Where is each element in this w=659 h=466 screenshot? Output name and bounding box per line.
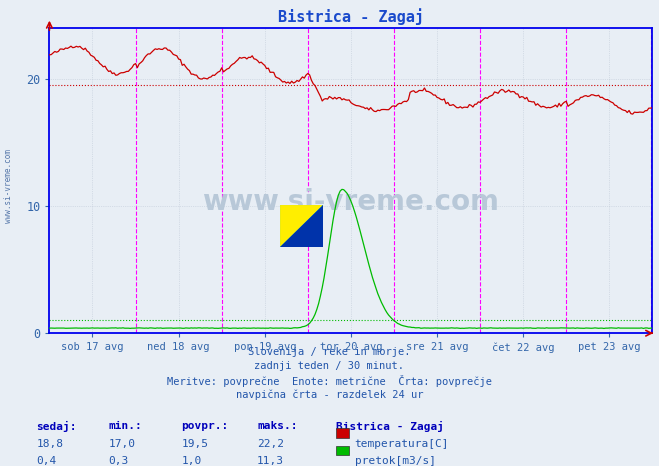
Text: min.:: min.:	[109, 421, 142, 431]
Polygon shape	[280, 205, 323, 247]
Text: 19,5: 19,5	[181, 439, 208, 448]
Text: povpr.:: povpr.:	[181, 421, 229, 431]
Text: 17,0: 17,0	[109, 439, 136, 448]
Text: Meritve: povprečne  Enote: metrične  Črta: povprečje: Meritve: povprečne Enote: metrične Črta:…	[167, 375, 492, 387]
Polygon shape	[280, 205, 323, 247]
Text: 11,3: 11,3	[257, 456, 284, 466]
Text: 22,2: 22,2	[257, 439, 284, 448]
Text: zadnji teden / 30 minut.: zadnji teden / 30 minut.	[254, 361, 405, 371]
Text: maks.:: maks.:	[257, 421, 297, 431]
Text: pretok[m3/s]: pretok[m3/s]	[355, 456, 436, 466]
Text: sedaj:: sedaj:	[36, 421, 76, 432]
Text: 1,0: 1,0	[181, 456, 202, 466]
Polygon shape	[280, 205, 323, 247]
Text: 0,4: 0,4	[36, 456, 57, 466]
Text: Slovenija / reke in morje.: Slovenija / reke in morje.	[248, 347, 411, 357]
Text: www.si-vreme.com: www.si-vreme.com	[4, 150, 13, 223]
Text: Bistrica - Zagaj: Bistrica - Zagaj	[336, 421, 444, 432]
Text: temperatura[C]: temperatura[C]	[355, 439, 449, 448]
Text: navpična črta - razdelek 24 ur: navpična črta - razdelek 24 ur	[236, 389, 423, 400]
Text: www.si-vreme.com: www.si-vreme.com	[202, 188, 500, 216]
Text: 0,3: 0,3	[109, 456, 129, 466]
Title: Bistrica - Zagaj: Bistrica - Zagaj	[278, 8, 424, 26]
Text: 18,8: 18,8	[36, 439, 63, 448]
